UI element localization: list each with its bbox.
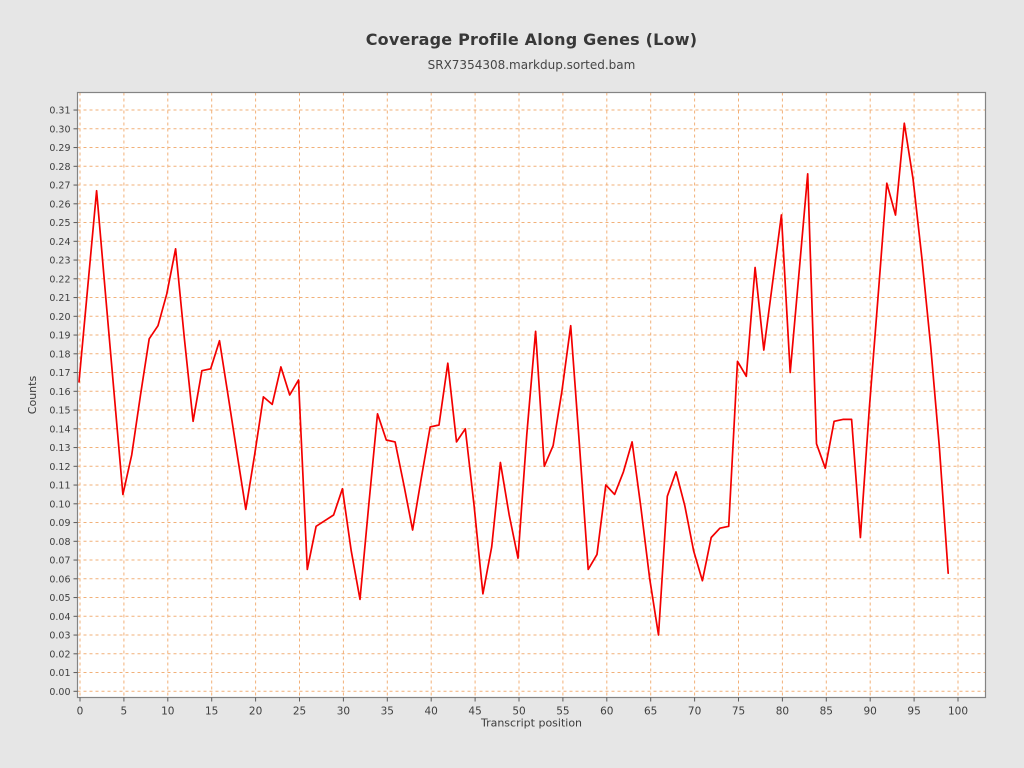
svg-text:0.03: 0.03 xyxy=(49,631,70,642)
x-tick-labels: 0 5 10 15 20 25 30 35 40 45 50 55 60 65 70 75 80 85 90 95 10… xyxy=(77,706,968,718)
y-tick-labels: 0.00 0.01 0.02 0.03 0.04 0.05 0.06 0.07 0.08 0.09… xyxy=(49,106,70,698)
svg-text:60: 60 xyxy=(600,706,613,718)
svg-text:0.11: 0.11 xyxy=(49,481,70,492)
svg-text:75: 75 xyxy=(732,706,745,718)
svg-text:0.07: 0.07 xyxy=(49,556,70,567)
svg-text:5: 5 xyxy=(121,706,128,718)
svg-text:0.20: 0.20 xyxy=(49,312,70,323)
svg-text:80: 80 xyxy=(776,706,789,718)
chart-subtitle: SRX7354308.markdup.sorted.bam xyxy=(427,58,636,72)
svg-text:0.22: 0.22 xyxy=(49,274,70,285)
svg-text:15: 15 xyxy=(205,706,218,718)
svg-text:0.26: 0.26 xyxy=(49,199,70,210)
svg-text:20: 20 xyxy=(249,706,262,718)
svg-text:30: 30 xyxy=(337,706,350,718)
grid xyxy=(77,92,986,698)
svg-text:0.17: 0.17 xyxy=(49,368,70,379)
svg-text:0.23: 0.23 xyxy=(49,256,70,267)
coverage-line xyxy=(78,122,950,636)
svg-text:0.31: 0.31 xyxy=(49,106,70,117)
svg-text:0.00: 0.00 xyxy=(49,687,70,698)
svg-text:0.27: 0.27 xyxy=(49,181,70,192)
y-axis-label: Counts xyxy=(26,376,39,415)
svg-text:0.16: 0.16 xyxy=(49,387,70,398)
svg-text:0.10: 0.10 xyxy=(49,499,70,510)
svg-text:100: 100 xyxy=(948,706,968,718)
svg-text:0: 0 xyxy=(77,706,84,718)
svg-text:0.14: 0.14 xyxy=(49,424,70,435)
svg-text:10: 10 xyxy=(161,706,174,718)
svg-text:0.25: 0.25 xyxy=(49,218,70,229)
svg-text:0.06: 0.06 xyxy=(49,574,70,585)
svg-text:0.13: 0.13 xyxy=(49,443,70,454)
svg-text:90: 90 xyxy=(864,706,877,718)
svg-text:0.08: 0.08 xyxy=(49,537,70,548)
plot-area xyxy=(77,92,986,698)
svg-text:85: 85 xyxy=(820,706,833,718)
chart-title: Coverage Profile Along Genes (Low) xyxy=(365,30,698,49)
svg-text:0.30: 0.30 xyxy=(49,124,70,135)
svg-text:50: 50 xyxy=(512,706,525,718)
svg-text:0.01: 0.01 xyxy=(49,668,70,679)
svg-text:95: 95 xyxy=(907,706,920,718)
svg-text:0.02: 0.02 xyxy=(49,649,70,660)
x-axis-label: Transcript position xyxy=(480,717,582,730)
svg-text:0.29: 0.29 xyxy=(49,143,70,154)
svg-text:0.09: 0.09 xyxy=(49,518,70,529)
svg-text:40: 40 xyxy=(425,706,438,718)
svg-text:25: 25 xyxy=(293,706,306,718)
svg-text:0.12: 0.12 xyxy=(49,462,70,473)
svg-text:0.19: 0.19 xyxy=(49,331,70,342)
svg-text:0.24: 0.24 xyxy=(49,237,70,248)
plot-border xyxy=(76,91,987,699)
svg-text:0.04: 0.04 xyxy=(49,612,70,623)
svg-text:35: 35 xyxy=(381,706,394,718)
svg-text:0.15: 0.15 xyxy=(49,406,70,417)
svg-text:45: 45 xyxy=(468,706,481,718)
svg-text:0.05: 0.05 xyxy=(49,593,70,604)
svg-text:55: 55 xyxy=(556,706,569,718)
svg-text:0.28: 0.28 xyxy=(49,162,70,173)
svg-text:70: 70 xyxy=(688,706,701,718)
svg-text:65: 65 xyxy=(644,706,657,718)
svg-text:0.18: 0.18 xyxy=(49,349,70,360)
svg-text:0.21: 0.21 xyxy=(49,293,70,304)
axis-ticks xyxy=(73,109,959,702)
